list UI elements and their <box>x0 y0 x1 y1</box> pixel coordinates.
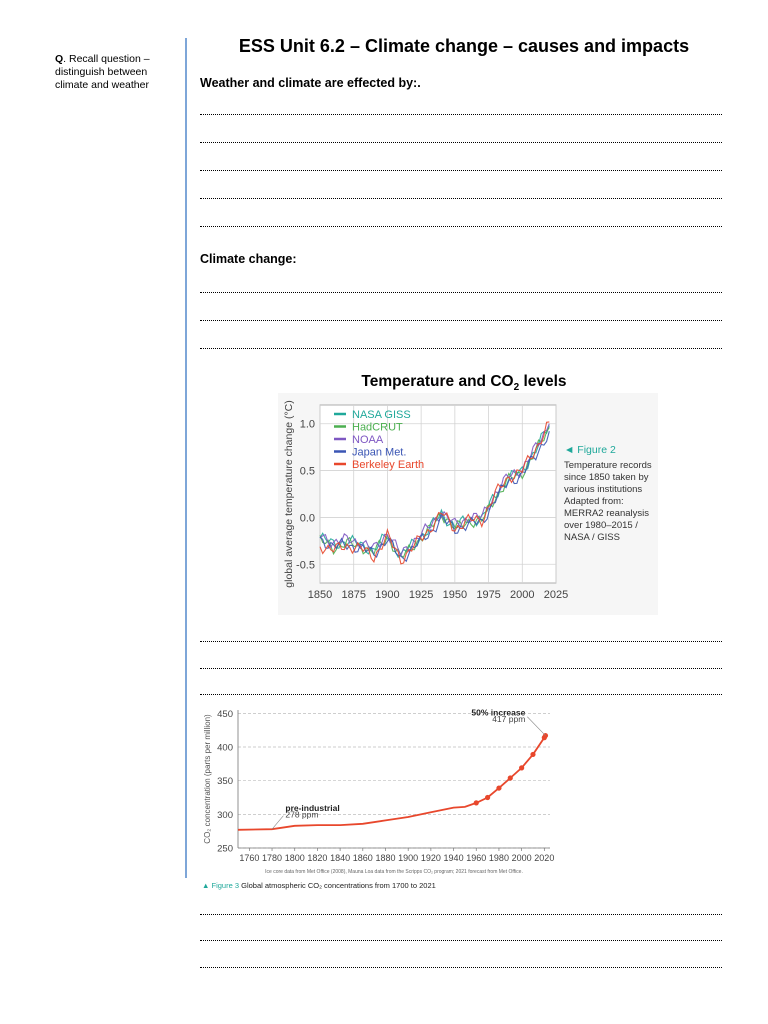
annotation-label: pre-industrial <box>285 803 339 813</box>
legend-label: HadCRUT <box>352 422 403 434</box>
series-line-japan-met- <box>319 431 550 563</box>
legend-label: NASA GISS <box>352 409 411 421</box>
figure-2-caption-line: over 1980–2015 / <box>564 520 638 531</box>
answer-line[interactable] <box>200 142 722 143</box>
figure-2-caption-line: MERRA2 reanalysis <box>564 508 649 519</box>
legend-label: Japan Met. <box>352 447 406 459</box>
x-tick-label: 1860 <box>353 853 373 863</box>
answer-line[interactable] <box>200 348 722 349</box>
q-label: Q <box>55 53 64 65</box>
x-tick-label: 1820 <box>307 853 327 863</box>
figure-3-caption: ▲ Figure 3 Global atmospheric CO₂ concen… <box>202 881 436 890</box>
co2-point <box>496 785 502 791</box>
temperature-chart: 1850 1875 1900 1925 1950 1975 2000 2025 -0.5 0.0 0… <box>278 393 658 615</box>
annotation-value: 417 ppm <box>492 714 525 724</box>
y-tick-label: 300 <box>217 810 233 821</box>
x-tick-label: 1925 <box>409 589 433 601</box>
figure-3-caption-text: Global atmospheric CO₂ concentrations fr… <box>239 881 436 890</box>
x-tick-label: 1780 <box>262 853 282 863</box>
x-tick-label: 1960 <box>466 853 486 863</box>
figure-2-label: ◄ Figure 2 <box>564 444 616 456</box>
answer-line[interactable] <box>200 668 722 669</box>
plot-area <box>319 404 557 584</box>
x-tick-label: 1760 <box>239 853 259 863</box>
co2-line <box>237 735 547 831</box>
answer-line[interactable] <box>200 914 722 915</box>
annotation-label: 50% increase <box>471 707 525 717</box>
answer-line[interactable] <box>200 320 722 321</box>
annotation-leader <box>271 815 284 830</box>
answer-line[interactable] <box>200 170 722 171</box>
margin-note-text: . Recall question – distinguish between … <box>55 53 150 91</box>
co2-point <box>473 800 479 806</box>
annotation-value: 278 ppm <box>285 810 318 820</box>
figure-2-caption-line: NASA / GISS <box>564 532 620 543</box>
figure-2-caption-line: since 1850 taken by <box>564 472 649 483</box>
x-tick-label: 1850 <box>308 589 332 601</box>
page-title: ESS Unit 6.2 – Climate change – causes a… <box>238 36 690 56</box>
co2-point <box>485 794 491 801</box>
answer-line[interactable] <box>200 114 722 115</box>
answer-line[interactable] <box>200 292 722 293</box>
x-tick-label: 1980 <box>489 853 509 863</box>
x-tick-label: 1900 <box>398 853 418 863</box>
x-tick-label: 1880 <box>375 853 395 863</box>
x-tick-label: 1950 <box>443 589 467 601</box>
co2-point <box>519 765 525 771</box>
legend-label: Berkeley Earth <box>352 459 424 471</box>
x-tick-label: 1920 <box>421 853 441 863</box>
x-tick-label: 1975 <box>476 589 500 601</box>
annotation-leader <box>527 716 546 736</box>
y-tick-label: 350 <box>217 776 233 787</box>
y-tick-label: 0.5 <box>300 466 315 478</box>
answer-line[interactable] <box>200 940 722 941</box>
figure-2-caption-line: various institutions <box>564 484 642 495</box>
figure-2-caption-line: Temperature records <box>564 460 652 471</box>
x-tick-label: 2000 <box>512 853 532 863</box>
co2-point <box>530 751 536 758</box>
x-tick-label: 2000 <box>510 589 534 601</box>
answer-line[interactable] <box>200 198 722 199</box>
answer-line[interactable] <box>200 967 722 968</box>
answer-line[interactable] <box>200 694 722 695</box>
figure-3-label: ▲ Figure 3 <box>202 881 239 890</box>
x-tick-label: 1875 <box>341 589 365 601</box>
series-line-berkeley-earth <box>319 421 550 565</box>
y-axis-label: global average temperature change (°C) <box>283 400 295 587</box>
figure-2-caption-line: Adapted from: <box>564 496 624 507</box>
x-tick-label: 2025 <box>544 589 568 601</box>
y-tick-label: -0.5 <box>296 559 315 571</box>
margin-divider <box>185 38 187 878</box>
y-axis-label: CO₂ concentration (parts per million) <box>203 714 212 844</box>
y-tick-label: 400 <box>217 743 233 754</box>
answer-line[interactable] <box>200 226 722 227</box>
x-tick-label: 1840 <box>330 853 350 863</box>
x-tick-label: 1940 <box>444 853 464 863</box>
x-tick-label: 2020 <box>534 853 554 863</box>
legend-label: NOAA <box>352 434 384 446</box>
climate-change-heading: Climate change: <box>200 252 297 266</box>
figure-heading: Temperature and CO2 levels <box>361 373 567 394</box>
co2-point <box>507 775 513 781</box>
margin-note: Q. Recall question – distinguish between… <box>55 53 170 92</box>
x-tick-label: 1800 <box>285 853 305 863</box>
x-tick-label: 1900 <box>375 589 399 601</box>
answer-line[interactable] <box>200 641 722 642</box>
source-note: Ice core data from Met Office (2008), Ma… <box>265 869 523 875</box>
y-tick-label: 450 <box>217 709 233 720</box>
y-tick-label: 1.0 <box>300 419 315 431</box>
y-tick-label: 0.0 <box>300 512 315 524</box>
y-tick-label: 250 <box>217 844 233 855</box>
weather-climate-heading: Weather and climate are effected by:. <box>200 76 421 90</box>
series-line-noaa <box>319 423 550 558</box>
